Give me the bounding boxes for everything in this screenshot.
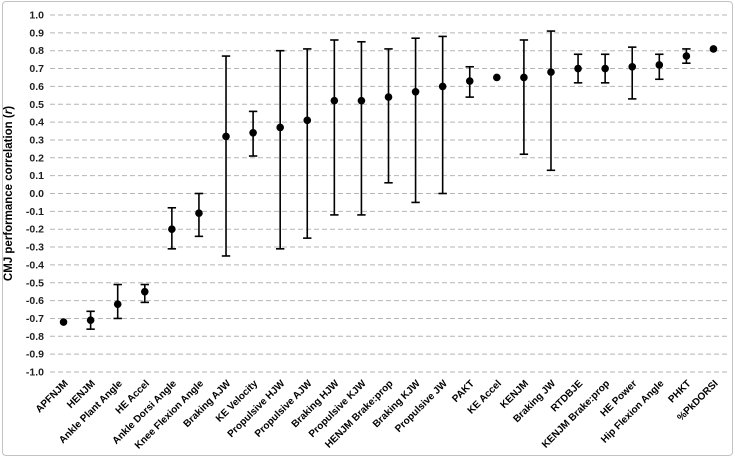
data-point	[655, 61, 664, 69]
y-tick-label: 0.2	[29, 152, 44, 164]
data-point	[384, 93, 393, 101]
y-tick-label: 0.4	[29, 117, 44, 129]
y-tick-label: -0.4	[26, 259, 44, 271]
data-point	[303, 116, 312, 125]
data-point	[357, 96, 366, 105]
data-point	[411, 87, 420, 96]
y-tick-label: -0.3	[26, 242, 44, 254]
data-point	[222, 132, 230, 141]
data-point	[682, 52, 691, 60]
data-point	[195, 209, 203, 217]
data-point	[709, 45, 718, 53]
y-tick-label: -0.9	[26, 349, 44, 361]
data-point	[520, 73, 528, 82]
y-tick-label: 0.0	[29, 188, 44, 200]
y-tick-label: 0.5	[29, 99, 44, 111]
y-tick-label: 0.9	[29, 27, 44, 39]
data-point	[113, 300, 122, 308]
y-tick-label: 0.3	[29, 134, 44, 146]
data-point	[574, 64, 582, 73]
data-point	[628, 62, 637, 71]
data-point	[86, 316, 95, 325]
y-tick-label: -0.6	[26, 295, 44, 307]
y-tick-label: 0.6	[29, 81, 44, 93]
data-point	[601, 64, 609, 73]
data-point	[59, 318, 68, 326]
y-tick-label: 0.1	[29, 170, 44, 182]
data-point	[465, 77, 474, 85]
data-point	[168, 225, 176, 233]
data-point	[249, 129, 257, 137]
data-point	[547, 68, 555, 76]
data-point	[140, 287, 149, 296]
y-axis-title: CMJ performance correlation (r)	[3, 106, 15, 281]
y-tick-label: 0.7	[29, 63, 44, 75]
y-tick-label: -1.0	[26, 367, 44, 379]
y-tick-label: 0.8	[29, 45, 44, 57]
y-tick-label: -0.7	[26, 313, 44, 325]
data-point	[438, 82, 447, 91]
data-point	[493, 73, 501, 82]
data-point	[276, 123, 284, 132]
y-tick-label: -0.5	[26, 277, 44, 289]
data-point	[330, 96, 339, 105]
y-tick-label: -0.2	[26, 224, 44, 236]
x-category-label: APFNJM	[34, 378, 71, 415]
y-tick-label: -0.8	[26, 331, 44, 343]
y-tick-label: 1.0	[29, 10, 44, 22]
y-tick-label: -0.1	[26, 206, 44, 218]
